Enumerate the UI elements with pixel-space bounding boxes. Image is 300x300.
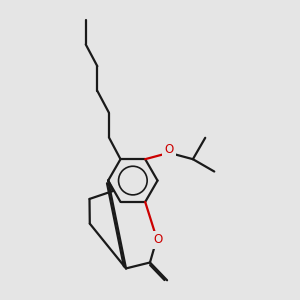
Text: O: O [153, 233, 163, 247]
Text: O: O [164, 143, 174, 156]
